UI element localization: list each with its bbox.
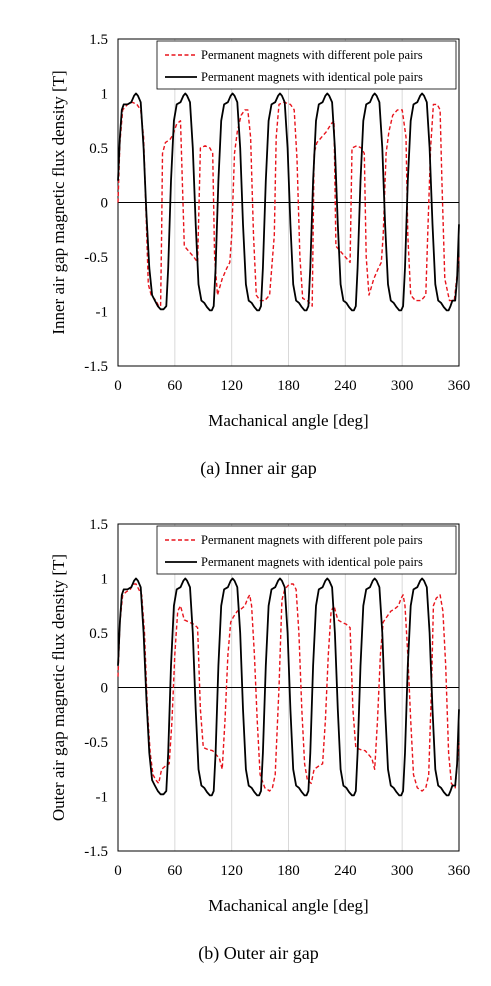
y-tick-label: 1	[101, 572, 109, 588]
plot-area	[117, 523, 460, 852]
x-tick-label: 180	[277, 863, 300, 879]
y-axis-label: Outer air gap magnetic flux density [T]	[49, 554, 68, 821]
x-tick-label: 120	[220, 378, 243, 394]
y-tick-label: -1.5	[84, 359, 108, 375]
x-tick-label: 180	[277, 378, 300, 394]
x-tick-label: 60	[167, 863, 182, 879]
y-tick-label: 0.5	[89, 141, 108, 157]
legend-entry-label: Permanent magnets with identical pole pa…	[201, 555, 423, 569]
y-tick-label: -1	[96, 790, 109, 806]
legend: Permanent magnets with different pole pa…	[156, 40, 457, 90]
legend: Permanent magnets with different pole pa…	[156, 525, 457, 575]
x-axis-label: Machanical angle [deg]	[208, 896, 368, 915]
figure-caption: (b) Outer air gap	[198, 943, 318, 964]
legend-entry-label: Permanent magnets with identical pole pa…	[201, 70, 423, 84]
y-tick-label: -0.5	[84, 250, 108, 266]
legend-entry-label: Permanent magnets with different pole pa…	[201, 48, 423, 62]
chart-outer: 1.5 1 0.5 0 -0.5 -1 -1.5 0 60 120 180 240 300 360 Mach…	[49, 517, 470, 964]
figure-caption: (a) Inner air gap	[200, 458, 316, 479]
series-line-different-pole-pairs	[117, 583, 460, 792]
chart-inner: 1.5 1 0.5 0 -0.5 -1 -1.5 0 60 120 180 240 300 360 Mach…	[49, 32, 470, 479]
series-line-identical-pole-pairs	[117, 92, 460, 312]
y-tick-label: 0	[101, 196, 109, 212]
x-tick-label: 0	[114, 378, 122, 394]
legend-box	[156, 40, 457, 90]
x-tick-label: 240	[334, 378, 357, 394]
legend-box	[156, 525, 457, 575]
x-tick-label: 300	[391, 378, 414, 394]
x-axis-label: Machanical angle [deg]	[208, 411, 368, 430]
x-tick-label: 360	[448, 378, 471, 394]
y-tick-label: 0	[101, 681, 109, 697]
series-line-identical-pole-pairs	[117, 577, 460, 797]
y-tick-label: 1	[101, 87, 109, 103]
y-tick-label: 1.5	[89, 32, 108, 48]
y-tick-label: 0.5	[89, 626, 108, 642]
y-tick-label: -1	[96, 305, 109, 321]
x-tick-label: 60	[167, 378, 182, 394]
x-tick-label: 120	[220, 863, 243, 879]
y-tick-label: 1.5	[89, 517, 108, 533]
y-axis-label: Inner air gap magnetic flux density [T]	[49, 70, 68, 334]
x-tick-label: 240	[334, 863, 357, 879]
x-tick-label: 0	[114, 863, 122, 879]
legend-entry-label: Permanent magnets with different pole pa…	[201, 533, 423, 547]
x-tick-label: 360	[448, 863, 471, 879]
series-line-different-pole-pairs	[117, 101, 460, 307]
y-tick-label: -1.5	[84, 844, 108, 860]
x-tick-label: 300	[391, 863, 414, 879]
y-tick-label: -0.5	[84, 735, 108, 751]
